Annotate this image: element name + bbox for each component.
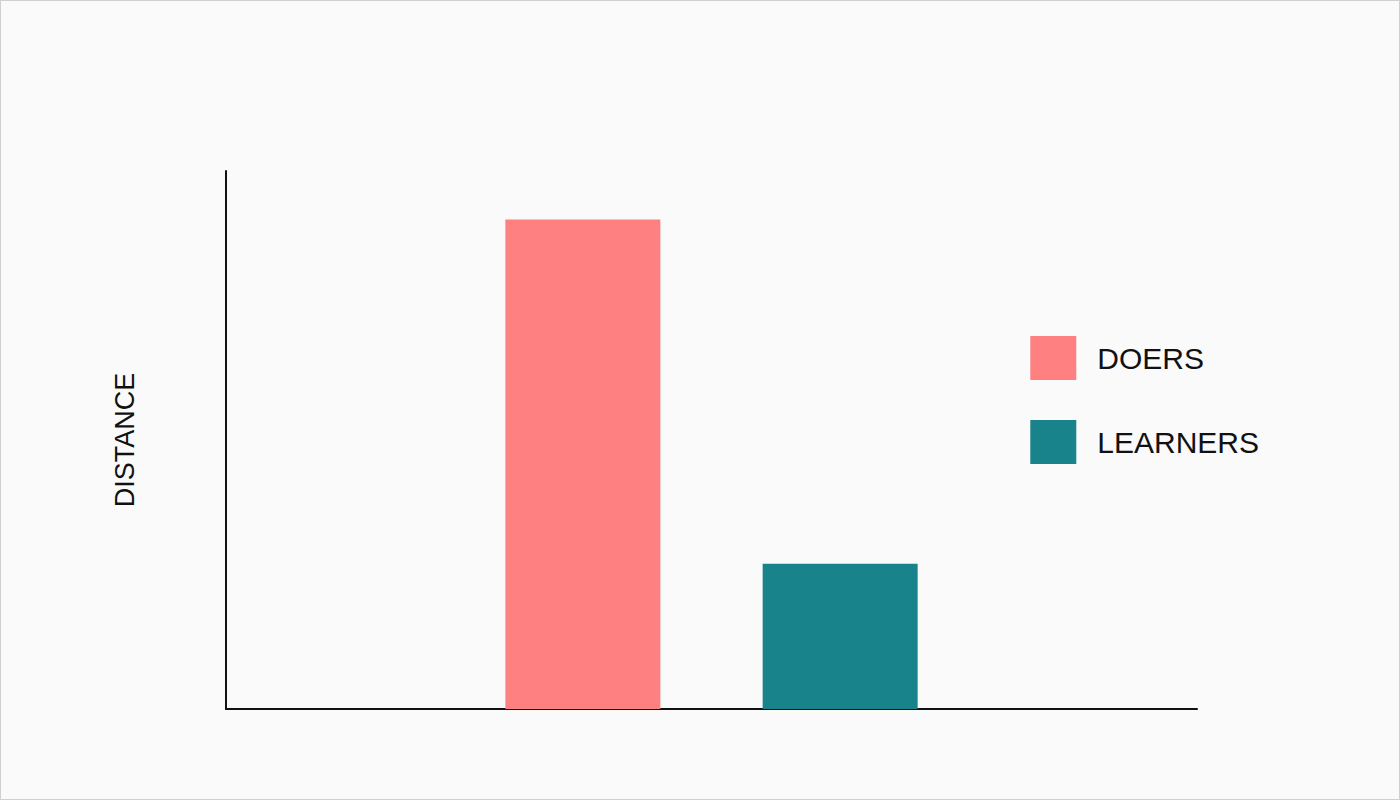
svg-text:DOERS: DOERS	[1097, 342, 1204, 375]
svg-text:DISTANCE: DISTANCE	[110, 373, 140, 508]
svg-text:LEARNERS: LEARNERS	[1097, 426, 1259, 459]
